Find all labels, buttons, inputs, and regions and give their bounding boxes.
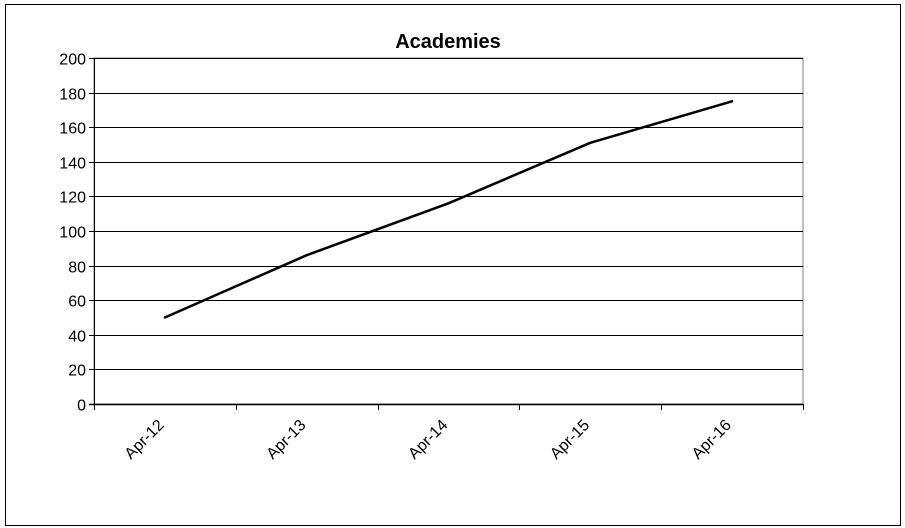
x-tick-label: Apr-16 <box>689 417 735 463</box>
y-tick-label: 200 <box>59 52 86 69</box>
grid-lines <box>93 57 804 405</box>
y-tick-label: 140 <box>59 156 86 173</box>
y-tick-label: 100 <box>59 225 86 242</box>
y-tick-label: 80 <box>68 260 86 277</box>
chart-frame <box>5 4 901 526</box>
data-point <box>447 202 450 205</box>
data-point <box>589 141 592 144</box>
data-point <box>730 100 734 103</box>
series-layer <box>163 100 734 319</box>
chart-title: Academies <box>395 31 501 53</box>
y-tick-label: 60 <box>68 294 86 311</box>
data-point <box>163 316 167 319</box>
x-tick-label: Apr-14 <box>405 417 451 463</box>
data-point <box>305 254 308 257</box>
y-tick-label: 40 <box>68 329 86 346</box>
y-tick-label: 0 <box>77 398 86 415</box>
y-axis: 0 20 40 60 80 100 120 140 160 180 200 <box>59 52 95 415</box>
x-tick-label: Apr-13 <box>264 417 310 463</box>
x-tick-label: Apr-12 <box>122 417 168 463</box>
y-tick-label: 160 <box>59 121 86 138</box>
x-tick-label: Apr-15 <box>547 417 593 463</box>
y-tick-label: 20 <box>68 363 86 380</box>
x-axis: Apr-12 Apr-13 Apr-14 Apr-15 Apr-16 <box>89 403 804 463</box>
y-tick-label: 180 <box>59 87 86 104</box>
y-tick-label: 120 <box>59 190 86 207</box>
series-line <box>164 100 733 319</box>
